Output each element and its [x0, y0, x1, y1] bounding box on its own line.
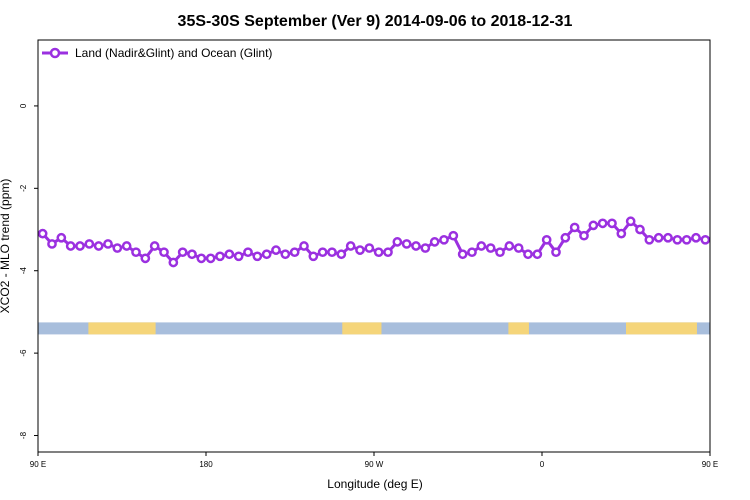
data-point [84, 239, 95, 249]
data-point [411, 241, 421, 251]
data-point [345, 241, 356, 251]
data-point [560, 232, 571, 243]
data-point [112, 243, 123, 253]
data-point [289, 247, 300, 258]
legend-marker [49, 47, 61, 59]
data-point [233, 251, 244, 262]
data-point [299, 241, 309, 251]
data-point [607, 218, 617, 229]
data-point [280, 249, 291, 260]
y-tick-label: -6 [19, 349, 28, 357]
data-point [205, 253, 216, 264]
data-point [261, 249, 272, 260]
land-patch [342, 322, 382, 335]
data-point [579, 230, 589, 241]
y-tick-label: -4 [19, 267, 28, 275]
data-point [597, 218, 608, 229]
data-point [215, 251, 225, 262]
data-point [663, 232, 673, 243]
legend: Land (Nadir&Glint) and Ocean (Glint) [42, 46, 272, 60]
data-point [616, 228, 627, 239]
data-point [187, 249, 197, 260]
data-point [65, 241, 76, 251]
data-point [635, 224, 645, 235]
x-axis: 90 E 180 90 W 0 90 E [30, 452, 718, 469]
data-point [541, 234, 552, 245]
data-point [224, 249, 235, 260]
data-point [420, 243, 431, 253]
land-patch [88, 322, 156, 335]
data-point [103, 239, 113, 249]
data-point [551, 247, 561, 258]
data-point [467, 247, 477, 258]
data-point [401, 239, 412, 249]
data-point [653, 232, 664, 243]
data-point [532, 249, 543, 260]
data-point [691, 232, 701, 243]
data-point [644, 234, 655, 245]
data-point [243, 247, 253, 258]
y-axis-label: XCO2 - MLO trend (ppm) [0, 179, 12, 314]
data-point [271, 245, 281, 255]
land-patch [626, 322, 697, 335]
data-point [383, 247, 393, 258]
data-point [56, 232, 67, 243]
data-point [196, 253, 207, 264]
data-point [495, 247, 505, 258]
x-tick-label: 90 W [365, 460, 384, 469]
data-point [355, 245, 365, 255]
plot-frame [37, 39, 711, 453]
x-tick-label: 0 [540, 460, 545, 469]
data-point [37, 228, 48, 239]
data-point [569, 222, 580, 233]
data-point [457, 249, 468, 260]
chart-title: 35S-30S September (Ver 9) 2014-09-06 to … [178, 13, 573, 30]
x-tick-label: 180 [199, 460, 213, 469]
x-tick-label: 90 E [702, 460, 718, 469]
data-point [448, 230, 459, 241]
data-point [588, 220, 599, 231]
y-tick-label: -8 [19, 431, 28, 439]
data-point [681, 234, 692, 245]
x-tick-label: 90 E [30, 460, 46, 469]
data-point [252, 251, 263, 262]
data-point [504, 241, 515, 251]
data-point [513, 243, 524, 253]
data-point [140, 253, 151, 264]
data-point [93, 241, 104, 251]
land-patch [508, 322, 529, 335]
series-layer [37, 216, 711, 268]
data-point [700, 234, 711, 245]
data-point [131, 247, 141, 258]
data-point [149, 241, 160, 251]
data-point [373, 247, 384, 258]
data-point [168, 257, 179, 268]
data-point [625, 216, 636, 227]
data-point [439, 234, 449, 245]
data-point [476, 241, 487, 251]
legend-label: Land (Nadir&Glint) and Ocean (Glint) [75, 46, 272, 60]
data-point [523, 249, 533, 260]
y-tick-label: -2 [19, 184, 28, 192]
data-point [75, 241, 85, 251]
data-point [121, 241, 132, 251]
data-point [177, 247, 188, 258]
data-point [327, 247, 337, 258]
data-point [159, 247, 169, 258]
data-point [672, 234, 683, 245]
y-axis: 0 -2 -4 -6 -8 [19, 103, 38, 439]
data-point [308, 251, 319, 262]
surface-type-strip [38, 322, 710, 335]
y-tick-label: 0 [19, 103, 28, 108]
data-point [317, 247, 328, 258]
data-point [485, 243, 496, 253]
data-point [336, 249, 347, 260]
data-point [392, 237, 403, 247]
data-point [47, 239, 57, 249]
data-point [429, 237, 440, 247]
data-point [364, 243, 375, 253]
x-axis-label: Longitude (deg E) [327, 477, 422, 491]
